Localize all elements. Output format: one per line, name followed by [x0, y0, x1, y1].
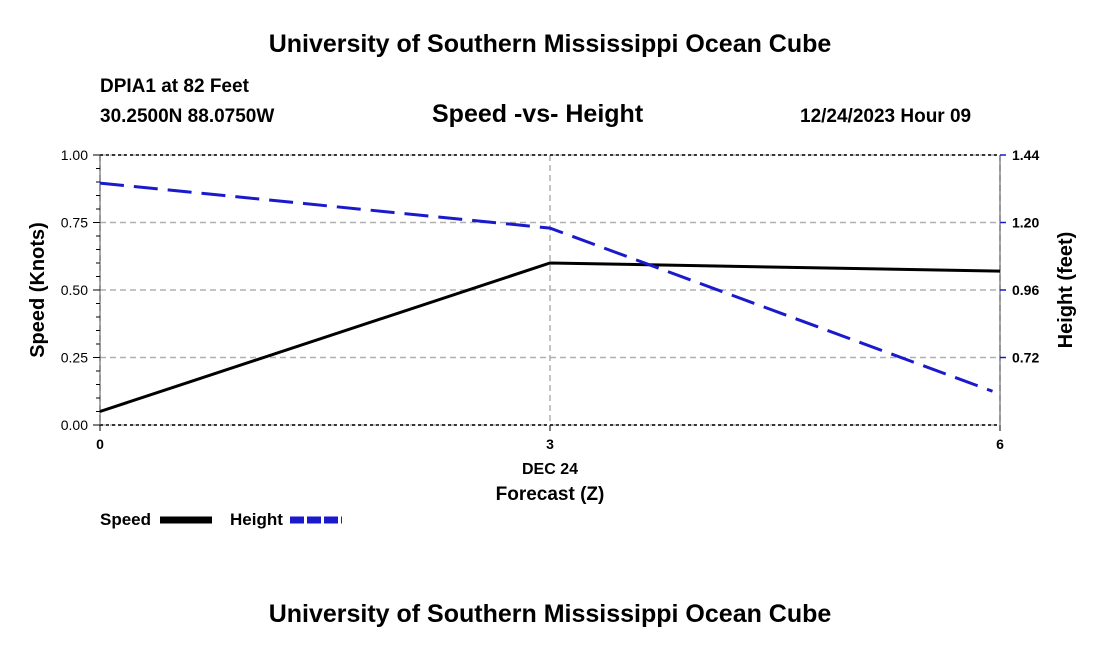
- right-axis-tick-label: 1.44: [1012, 147, 1039, 163]
- x-axis-tick-label: 0: [96, 436, 104, 452]
- chart-title: University of Southern Mississippi Ocean…: [268, 30, 832, 58]
- height-series-line: [99, 181, 994, 393]
- left-axis-tick-label: 0.25: [61, 350, 88, 366]
- right-axis-tick-label: 0.96: [1012, 282, 1039, 298]
- right-axis-tick-label: 1.20: [1012, 215, 1039, 231]
- left-axis-tick-label: 1.00: [61, 147, 88, 163]
- x-axis-tick-label: 3: [546, 436, 554, 452]
- left-axis-tick-label: 0.75: [61, 215, 88, 231]
- x-axis-title: Forecast (Z): [496, 484, 605, 505]
- speed-series-line: [99, 261, 1001, 413]
- legend-label-height: Height: [230, 510, 283, 529]
- x-axis-tick-label: 6: [996, 436, 1004, 452]
- footer-title: University of Southern Mississippi Ocean…: [268, 600, 832, 628]
- left-axis-tick-label: 0.50: [61, 282, 88, 298]
- right-axis-title: Height (feet): [1055, 232, 1077, 349]
- x-axis-date-label: DEC 24: [522, 461, 578, 478]
- left-axis-tick-label: 0.00: [61, 417, 88, 433]
- left-axis-title: Speed (Knots): [27, 222, 49, 358]
- station-coordinates: 30.2500N 88.0750W: [100, 106, 275, 127]
- station-label: DPIA1 at 82 Feet: [100, 76, 249, 97]
- legend-label-speed: Speed: [100, 510, 151, 529]
- chart-subtitle: Speed -vs- Height: [432, 100, 644, 128]
- right-axis-tick-label: 0.72: [1012, 350, 1039, 366]
- forecast-datetime: 12/24/2023 Hour 09: [800, 106, 972, 127]
